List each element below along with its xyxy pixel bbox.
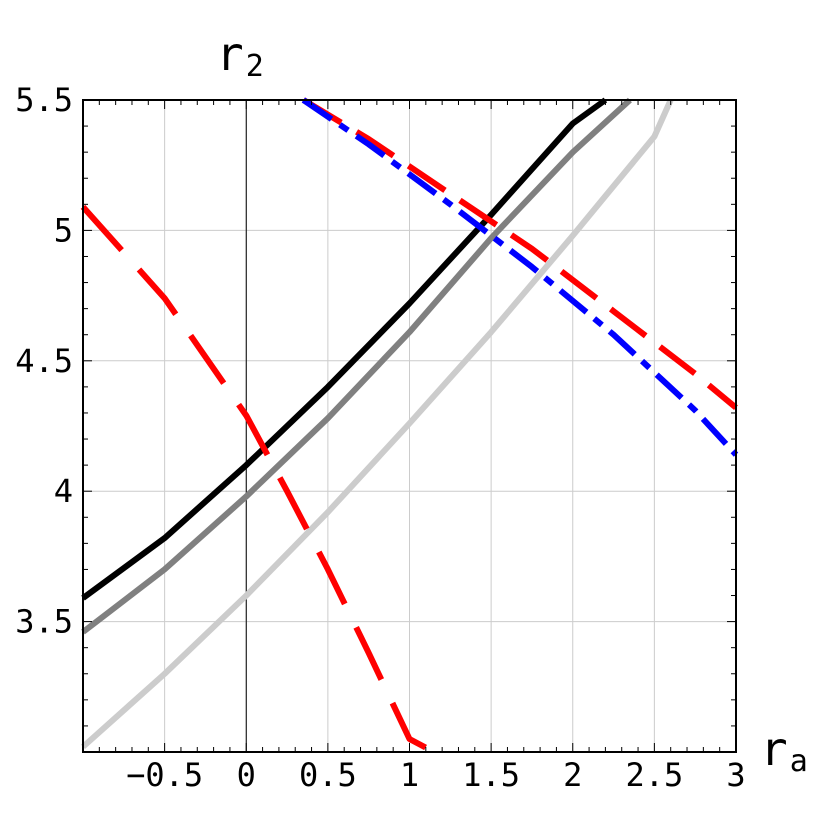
x-tick-label: 3 — [726, 756, 745, 794]
series-line-3 — [80, 98, 674, 750]
x-axis-label-main: r — [760, 722, 788, 776]
x-tick-label: 2.5 — [625, 756, 683, 794]
y-tick-label: 3.5 — [15, 603, 73, 641]
x-tick-label: 1 — [400, 756, 419, 794]
x-axis-label-sub: a — [790, 744, 808, 779]
y-axis-label-sub: 2 — [246, 49, 264, 84]
x-tick-label: 0 — [237, 756, 256, 794]
x-tick-label: 0.5 — [299, 756, 357, 794]
y-tick-label: 4.5 — [15, 342, 73, 380]
x-tick-label: 1.5 — [462, 756, 520, 794]
y-tick-label: 5.5 — [15, 81, 73, 119]
y-axis-label: r2 — [216, 27, 264, 84]
x-tick-label: 2 — [563, 756, 582, 794]
series-group — [80, 97, 739, 755]
y-tick-label: 4 — [54, 472, 73, 510]
y-axis-label-main: r — [216, 27, 244, 81]
x-axis-label: ra — [760, 722, 808, 779]
series-line-1 — [81, 97, 608, 601]
series-line-5 — [301, 97, 738, 411]
series-line-6 — [301, 97, 739, 457]
series-line-2 — [81, 97, 632, 635]
y-tick-label: 5 — [54, 211, 73, 249]
series-line-4 — [80, 204, 436, 755]
x-tick-labels: −0.5 0 0.5 1 1.5 2 2.5 3 — [126, 756, 746, 794]
x-tick-label: −0.5 — [126, 756, 203, 794]
tick-marks — [82, 99, 737, 753]
y-tick-labels: 3.5 4 4.5 5 5.5 — [15, 81, 73, 641]
